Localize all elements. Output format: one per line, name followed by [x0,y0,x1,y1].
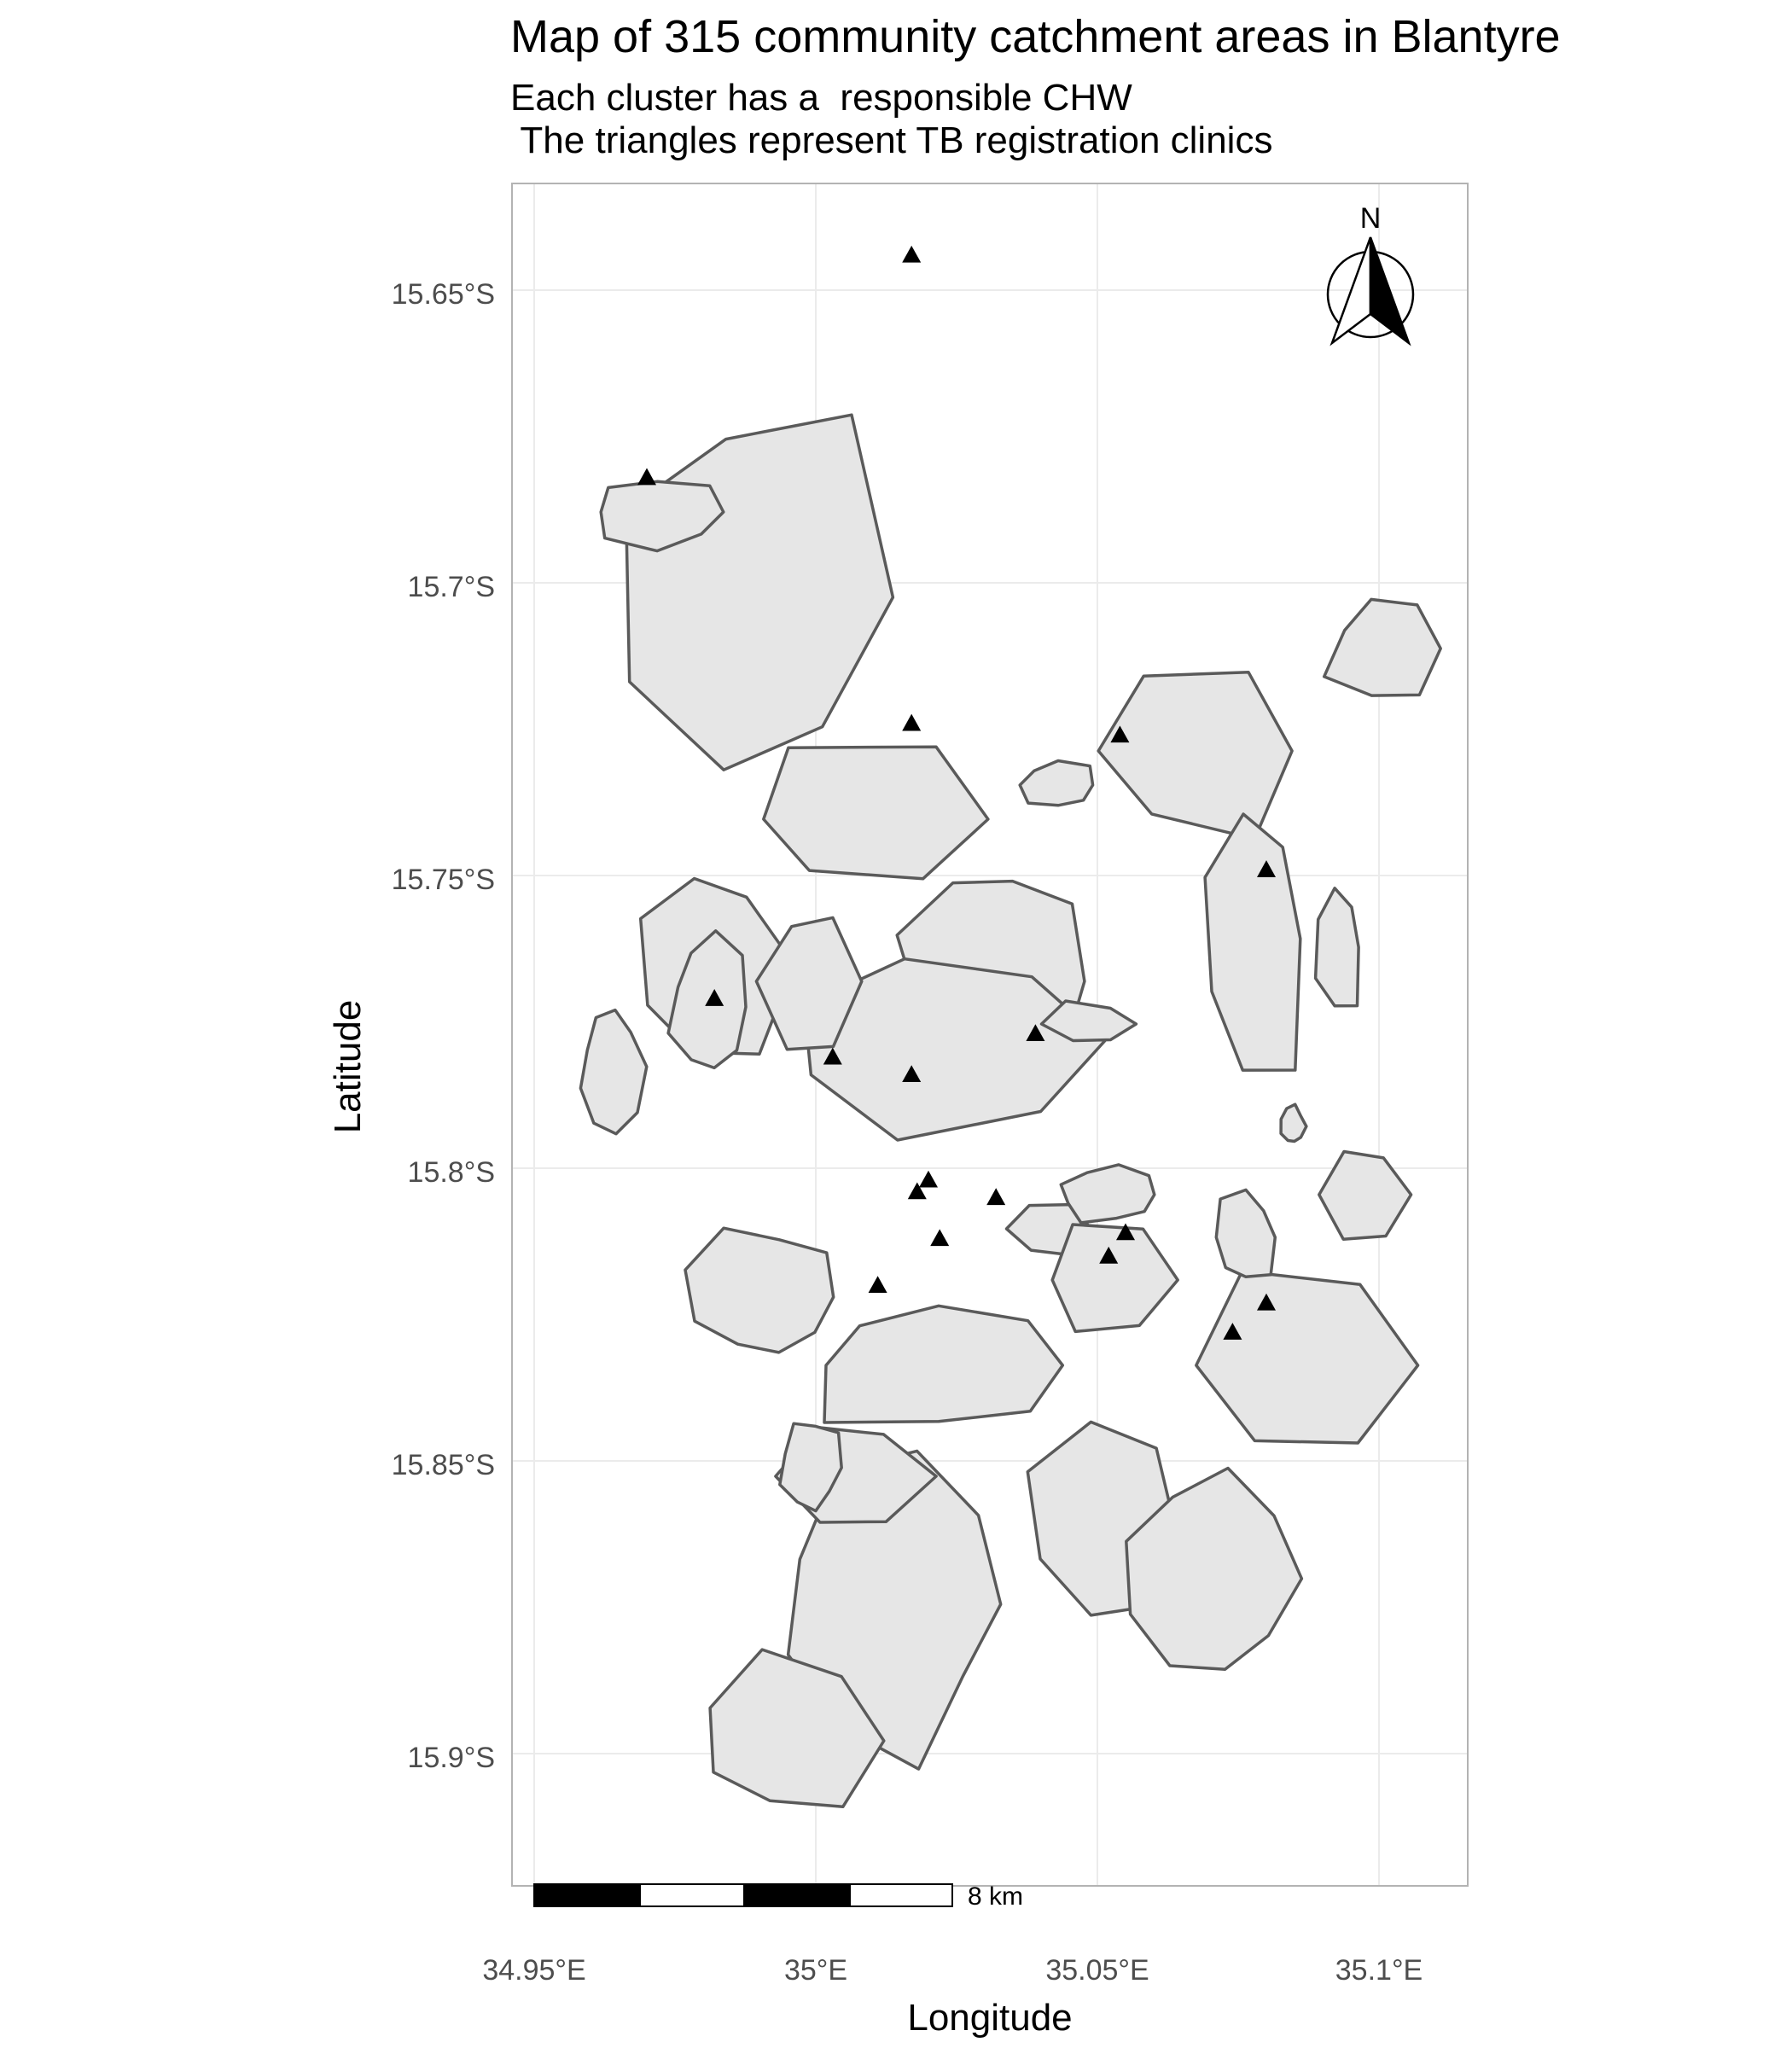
catchment-area [778,1422,843,1513]
catchment-area [1018,759,1095,807]
clinic-marker-triangle [868,1276,887,1293]
catchment-area [684,1226,835,1354]
clinic-markers [637,245,1276,1340]
clinic-marker-triangle [1116,1223,1135,1241]
clinic-marker-triangle [902,1065,922,1083]
catchment-area [708,1648,886,1809]
north-label: N [1360,202,1382,235]
scale-bar-segment [849,1883,953,1907]
clinic-marker-triangle [1223,1323,1242,1340]
scale-bar-segment [743,1883,851,1907]
catchment-area [823,1304,1065,1424]
north-arrow-right-half [1369,236,1411,346]
y-tick-label: 15.7°S [407,571,495,603]
catchment-area [1279,1103,1308,1143]
map-subtitle-line-2: The triangles represent TB registration … [510,119,1273,161]
clinic-marker-triangle [637,468,656,486]
catchment-area [1203,812,1302,1072]
clinic-marker-triangle [902,245,922,263]
catchment-area [762,745,990,881]
catchment-area [1059,1163,1156,1225]
catchment-area [579,1008,649,1136]
y-tick-label: 15.85°S [391,1449,495,1481]
catchment-area [1318,1149,1413,1241]
clinic-marker-triangle [902,713,922,731]
clinic-marker-triangle [919,1170,938,1188]
scale-bar-label: 8 km [968,1882,1023,1911]
clinic-marker-triangle [930,1229,950,1247]
x-tick-label: 35.1°E [1335,1954,1423,1987]
x-tick-label: 35.05°E [1045,1954,1149,1987]
x-axis-label: Longitude [907,1997,1073,2039]
catchment-area [1195,1269,1420,1445]
map-subtitle-line-1: Each cluster has a responsible CHW [510,77,1132,119]
catchment-area [666,929,748,1070]
catchment-area [1039,999,1138,1043]
catchment-area [1322,597,1442,697]
north-arrow: N [1326,202,1415,346]
catchment-area [754,916,864,1051]
map-title: Map of 315 community catchment areas in … [510,11,1561,62]
clinic-marker-triangle [705,989,724,1006]
scale-bar: 8 km [533,1882,1023,1911]
y-tick-label: 15.8°S [407,1156,495,1189]
catchment-area [1214,1188,1277,1279]
clinic-marker-triangle [1257,860,1276,877]
x-tick-label: 35°E [783,1954,848,1987]
clinic-marker-triangle [1257,1293,1276,1311]
x-tick-label: 34.95°E [482,1954,586,1987]
y-tick-label: 15.9°S [407,1742,495,1774]
clinic-marker-triangle [986,1188,1006,1206]
catchment-area [1050,1223,1179,1334]
catchment-area [599,480,725,553]
y-tick-label: 15.65°S [391,278,495,311]
clinic-marker-triangle [1110,725,1130,743]
scale-bar-segment [533,1883,641,1907]
clinic-marker-triangle [1099,1246,1119,1264]
catchment-area [1313,887,1360,1008]
clinic-marker-triangle [823,1047,842,1065]
clinic-marker-triangle [907,1182,927,1200]
y-tick-label: 15.75°S [391,864,495,896]
catchment-areas [579,413,1442,1809]
clinic-marker-triangle [1026,1024,1045,1042]
scale-bar-segment [639,1883,745,1907]
catchment-area [1125,1466,1304,1671]
